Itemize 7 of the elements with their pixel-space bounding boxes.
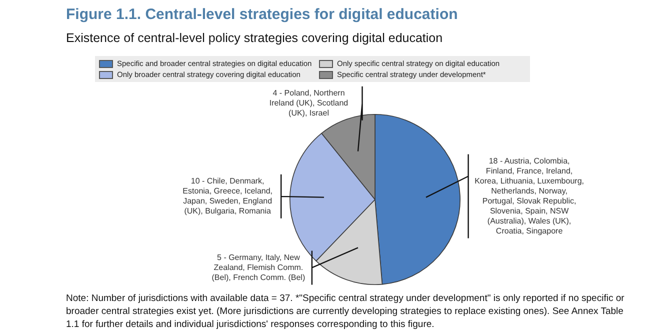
data-label: 5 - Germany, Italy, New Zealand, Flemish Comm. (Bel), French Comm. (Bel) bbox=[212, 252, 306, 282]
data-label: 10 - Chile, Denmark, Estonia, Greece, Iceland, Japan, Sweden, England (UK), Bulgaria, Romania bbox=[182, 176, 272, 216]
data-label: 18 - Austria, Colombia, Finland, France, Ireland, Korea, Lithuania, Luxembourg, Netherlands, Norway, Portugal, Slovak Republic, Slovenia, Spain, NSW (Australia), Wales (UK), Croatia, Singapore bbox=[474, 156, 584, 236]
chart-subtitle: Existence of central-level policy strategies covering digital education bbox=[66, 31, 443, 45]
text: Note: Number of jurisdictions with available data = 37. *"Specific central strategy under development" is only reported if no specific or broader central strategies exist yet. (More jurisdictions are currently developing strategies to replace existing ones). See Annex Table 1.1 for further details and individual jurisdictions' responses corresponding to this figure. bbox=[66, 292, 626, 331]
chart-title: Figure 1.1. Central-level strategies for digital education bbox=[66, 6, 458, 23]
data-label: 4 - Poland, Northern Ireland (UK), Scotland (UK), Israel bbox=[269, 88, 348, 118]
